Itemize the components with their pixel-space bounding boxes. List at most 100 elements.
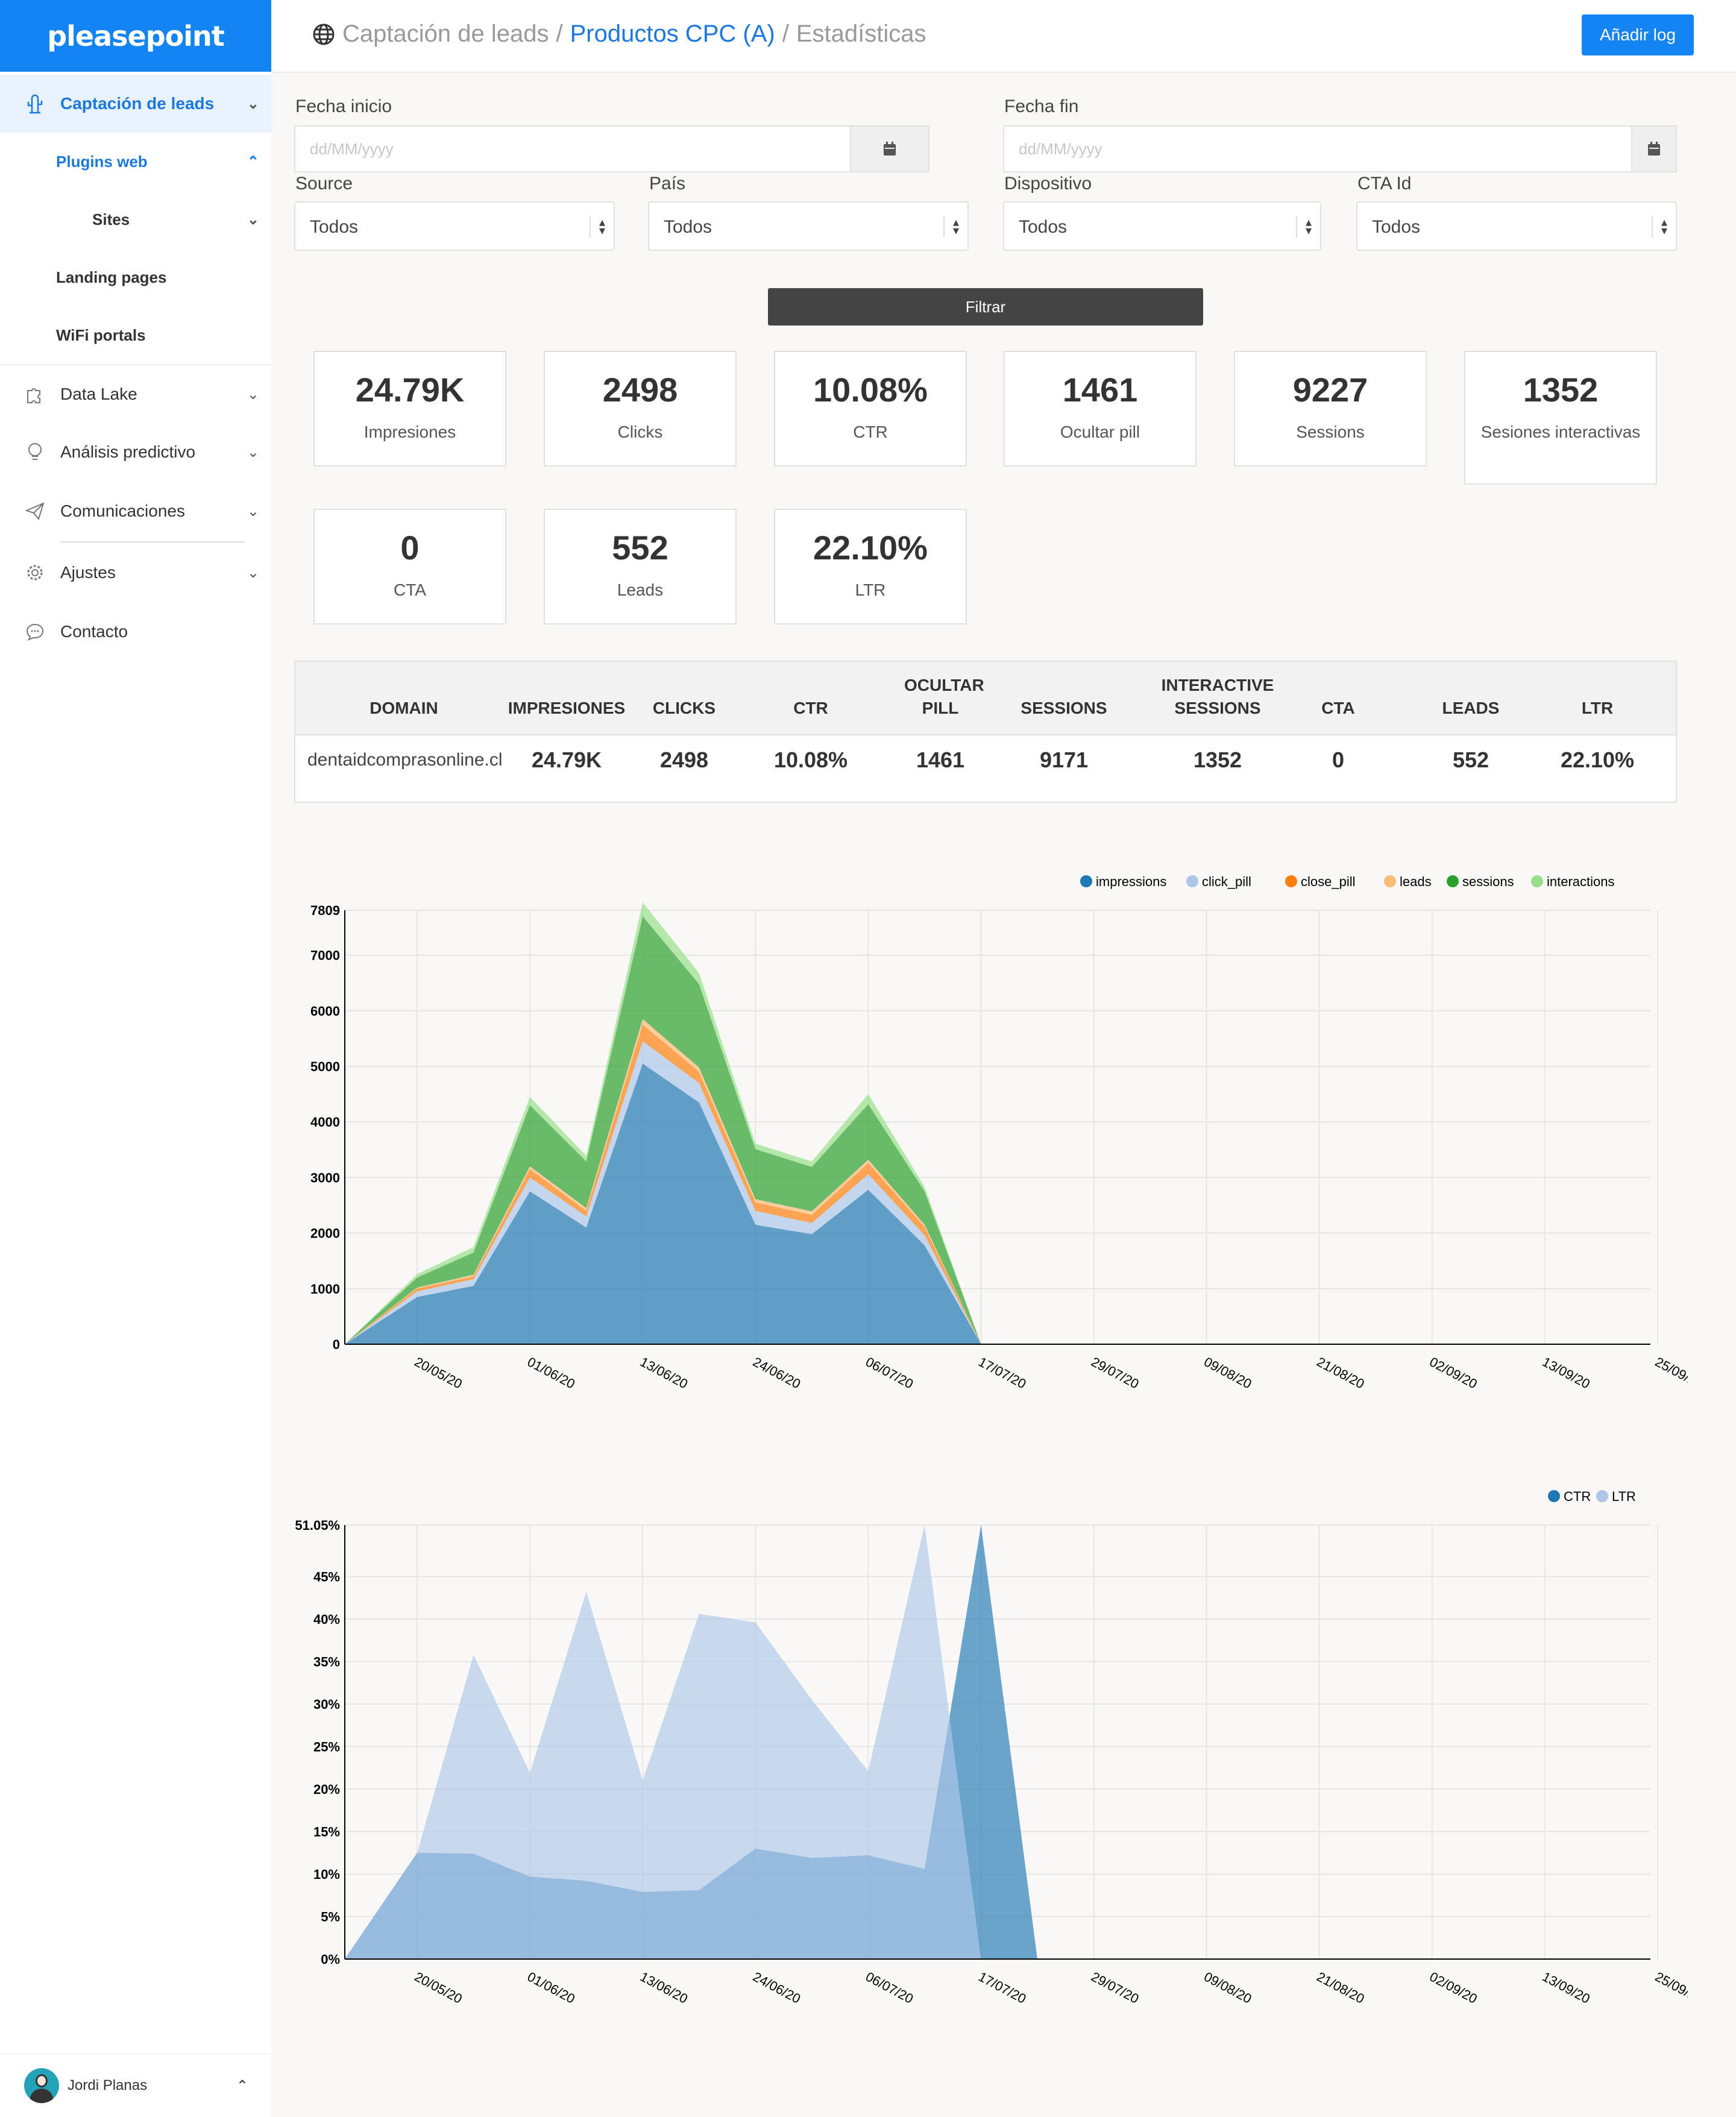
kpi-card-sesiones-interactivas: 1352 Sesiones interactivas [1464,351,1657,485]
source-label: Source [295,174,353,193]
nav-data-lake[interactable]: Data Lake ⌄ [0,364,271,423]
app-logo[interactable]: pleasepoint [0,0,271,72]
y-tick-label: 2000 [310,1226,340,1241]
kpi-label: Impresiones [363,423,456,441]
chat-icon [24,621,46,643]
y-tick-label: 40% [313,1612,340,1627]
kpi-value: 1352 [1523,371,1599,409]
device-value: Todos [1019,217,1068,237]
device-label: Dispositivo [1004,174,1092,193]
kpi-card-clicks: 2498 Clicks [544,351,737,467]
legend-marker-close_pill [1285,875,1297,887]
table-header-cell: DOMAIN [370,699,438,717]
nav-contacto[interactable]: Contacto [0,603,271,661]
device-select[interactable]: Todos ▴ ▾ [1003,201,1321,251]
kpi-value: 9227 [1292,371,1368,409]
country-label: País [649,174,686,193]
legend-label: LTR [1612,1489,1636,1504]
nav-plugins-web[interactable]: Plugins web ⌃ [0,133,271,190]
table-cell: 552 [1452,747,1489,772]
kpi-label: CTA [394,580,426,599]
table-cell: 22.10% [1560,747,1635,772]
paper-plane-icon [24,500,46,522]
end-date-field[interactable]: dd/MM/yyyy [1003,125,1677,172]
x-tick-label: 29/07/20 [1089,1354,1141,1391]
x-tick-label: 06/07/20 [863,1969,916,2006]
nav-landing-pages[interactable]: Landing pages [0,248,271,306]
table-header: DOMAIN IMPRESIONES CLICKS CTR OCULTAR PI… [295,662,1676,735]
select-arrows-icon: ▴ ▾ [943,216,959,237]
nav-label: Landing pages [56,268,167,286]
avatar [24,2068,59,2103]
nav-comunicaciones[interactable]: Comunicaciones ⌄ [0,482,271,540]
nav-ajustes[interactable]: Ajustes ⌄ [0,544,271,602]
country-select[interactable]: Todos ▴ ▾ [648,201,969,251]
start-date-field[interactable]: dd/MM/yyyy [294,125,929,172]
select-arrows-icon: ▴ ▾ [589,216,605,237]
kpi-value: 1461 [1062,371,1138,409]
chevron-down-icon: ⌄ [247,95,259,112]
x-tick-label: 25/09/20 [1653,1354,1688,1391]
nav-sites[interactable]: Sites ⌄ [0,190,271,248]
nav-label: Plugins web [56,152,148,171]
table-header-cell: CTR [793,699,828,717]
nav-captacion-leads[interactable]: Captación de leads ⌄ [0,75,271,133]
kpi-label: Ocultar pill [1060,423,1140,441]
y-tick-label: 3000 [310,1170,340,1185]
kpi-label: Sesiones interactivas [1480,423,1641,441]
breadcrumb-captacion[interactable]: Captación de leads [342,20,549,47]
x-tick-label: 24/06/20 [750,1354,803,1391]
y-tick-label: 7000 [310,948,340,963]
y-tick-label: 0% [321,1952,340,1967]
add-log-button[interactable]: Añadir log [1582,14,1694,55]
start-date-placeholder: dd/MM/yyyy [310,140,394,158]
nav-analisis-predictivo[interactable]: Análisis predictivo ⌄ [0,423,271,481]
nav-wifi-portals[interactable]: WiFi portals [0,306,271,364]
legend-marker-leads [1384,875,1396,887]
kpi-value: 22.10% [813,529,928,567]
nav-label: Contacto [60,622,128,641]
kpi-card-sessions: 9227 Sessions [1234,351,1427,467]
legend-label: close_pill [1301,874,1356,889]
nav-label: Data Lake [60,385,137,403]
x-tick-label: 01/06/20 [525,1969,577,2006]
select-arrows-icon: ▴ ▾ [1651,216,1667,237]
calendar-icon[interactable] [1631,127,1676,171]
x-tick-label: 29/07/20 [1089,1969,1141,2006]
table-cell: 1461 [916,747,965,772]
y-tick-label: 5% [321,1909,340,1924]
y-tick-label: 51.05% [295,1518,340,1533]
legend-marker-sessions [1447,875,1459,887]
source-value: Todos [310,217,359,237]
chevron-down-icon: ⌄ [247,386,259,403]
nav-label: Sites [92,210,130,228]
nav-label: Comunicaciones [60,502,185,520]
source-select[interactable]: Todos ▴ ▾ [294,201,615,251]
user-menu[interactable]: Jordi Planas ⌃ [0,2054,271,2117]
kpi-card-ltr: 22.10% LTR [774,509,967,624]
breadcrumb-productos[interactable]: Productos CPC (A) [570,20,775,47]
x-tick-label: 13/09/20 [1540,1354,1593,1391]
legend-label: leads [1400,874,1432,889]
filter-button[interactable]: Filtrar [768,288,1203,326]
kpi-card-cta: 0 CTA [313,509,506,624]
gear-icon [24,562,46,584]
table-header-cell: CLICKS [652,699,716,717]
x-tick-label: 02/09/20 [1427,1354,1479,1391]
calendar-icon[interactable] [850,127,928,171]
x-tick-label: 17/07/20 [976,1354,1028,1391]
breadcrumb-estadisticas: Estadísticas [796,20,926,47]
table-cell: 10.08% [773,747,848,772]
chevron-down-icon: ⌄ [247,444,259,461]
legend-label: impressions [1096,874,1166,889]
x-tick-label: 24/06/20 [750,1969,803,2006]
y-tick-label: 20% [313,1782,340,1797]
series-area-impressions [345,1063,1094,1344]
table-cell: 24.79K [531,747,602,772]
cta-id-select[interactable]: Todos ▴ ▾ [1356,201,1677,251]
x-tick-label: 13/06/20 [638,1354,690,1391]
kpi-label: CTR [853,423,888,441]
table-header-cell: SESSIONS [1021,699,1107,717]
breadcrumb-separator: / [782,20,789,47]
table-header-cell: LTR [1581,699,1614,717]
